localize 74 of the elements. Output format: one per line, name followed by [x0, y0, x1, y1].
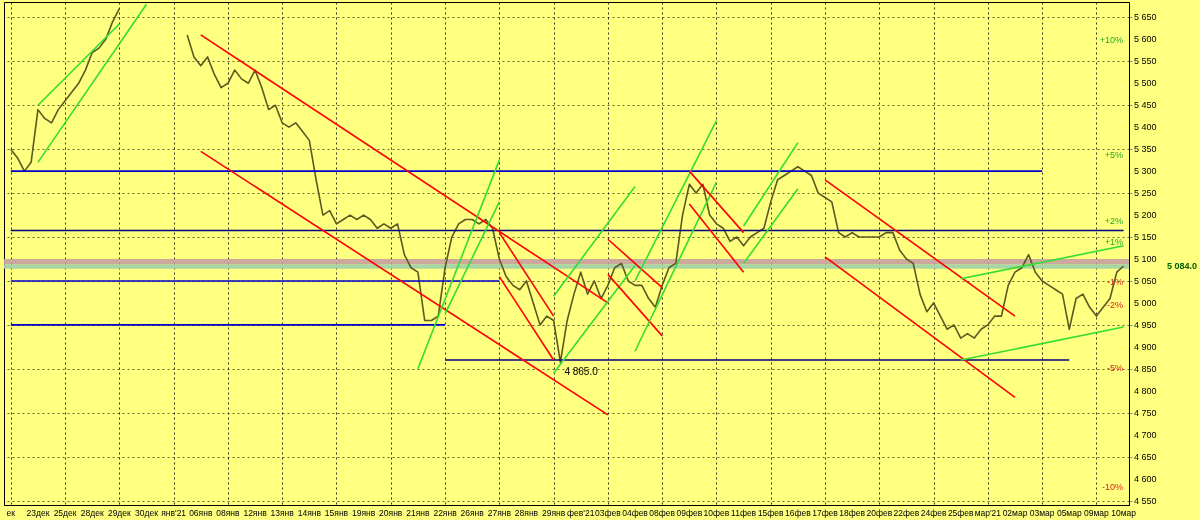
y-tick-label: 4 550 — [1134, 495, 1157, 506]
x-tick-label: 27янв — [487, 508, 512, 518]
x-tick-label: 29дек — [107, 508, 132, 518]
x-tick-label: 10фев — [703, 508, 730, 518]
y-tick-label: 5 300 — [1134, 166, 1157, 177]
annotation: +5% — [1104, 150, 1123, 161]
annotation: -2% — [1106, 300, 1123, 311]
y-tick-label: 5 600 — [1134, 34, 1157, 45]
y-tick-label: 4 650 — [1134, 451, 1157, 462]
x-tick-label: 28дек — [80, 508, 104, 518]
x-tick-label: ек — [6, 508, 16, 518]
x-tick-label: 14янв — [297, 508, 322, 518]
x-tick-label: 23дек — [26, 508, 50, 518]
x-tick-label: 17фев — [812, 508, 839, 518]
x-tick-label: 15фев — [757, 508, 785, 518]
y-tick-label: 5 450 — [1134, 100, 1157, 111]
x-tick-label: 29янв — [541, 508, 566, 518]
y-tick-label: 4 600 — [1134, 473, 1157, 484]
x-tick-label: 02мар — [1002, 508, 1028, 518]
y-tick-label: 5 200 — [1134, 210, 1157, 221]
x-tick-label: 26янв — [460, 508, 485, 518]
annotation: -5% — [1106, 362, 1123, 373]
y-tick-label: 5 050 — [1134, 275, 1157, 286]
y-tick-label: 5 100 — [1134, 253, 1157, 264]
annotation: +2% — [1104, 215, 1123, 226]
x-tick-label: 16фев — [785, 508, 812, 518]
x-tick-label: 21янв — [406, 508, 431, 518]
text: 5 084.0 — [1167, 261, 1198, 272]
x-tick-label: 30дек — [135, 508, 159, 518]
x-tick-label: 03мар — [1029, 508, 1055, 518]
y-tick-label: 4 950 — [1134, 319, 1157, 330]
y-tick-label: 4 900 — [1134, 341, 1157, 352]
x-tick-label: 09мар — [1084, 508, 1110, 518]
x-tick-label: 05мар — [1056, 508, 1082, 518]
y-tick-label: 4 750 — [1134, 407, 1157, 418]
x-tick-label: 08фев — [649, 508, 676, 518]
x-tick-label: 12янв — [243, 508, 268, 518]
annotation: -10% — [1101, 482, 1123, 493]
x-tick-label: 24фев — [920, 508, 947, 518]
y-tick-label: 5 500 — [1134, 78, 1157, 89]
annotation: 4 865.0 — [564, 366, 599, 378]
x-tick-label: 19янв — [351, 508, 376, 518]
x-tick-label: 09фев — [676, 508, 703, 518]
x-tick-label: 22фев — [893, 508, 920, 518]
x-tick-label: 08янв — [216, 508, 241, 518]
x-tick-label: 11фев — [731, 508, 757, 518]
x-tick-label: фев'21 — [567, 508, 595, 518]
x-tick-label: мар'21 — [974, 508, 1002, 518]
x-tick-label: 10мар — [1111, 508, 1137, 518]
y-tick-label: 4 700 — [1134, 429, 1157, 440]
x-tick-label: 22янв — [433, 508, 458, 518]
x-tick-label: 06янв — [189, 508, 213, 518]
y-tick-label: 5 350 — [1134, 144, 1157, 155]
annotation: +10% — [1099, 34, 1123, 45]
annotation: +1% — [1104, 237, 1123, 248]
x-tick-label: 13янв — [270, 508, 295, 518]
y-tick-label: 4 800 — [1134, 385, 1157, 396]
x-tick-label: 18фев — [839, 508, 866, 518]
y-tick-label: 5 400 — [1134, 122, 1157, 133]
y-tick-label: 5 000 — [1134, 297, 1157, 308]
y-tick-label: 5 650 — [1134, 12, 1157, 23]
y-tick-label: 4 850 — [1134, 363, 1157, 374]
x-tick-label: 28янв — [514, 508, 539, 518]
x-tick-label: 25дек — [53, 508, 77, 518]
y-tick-label: 5 150 — [1134, 232, 1157, 243]
x-tick-label: 20фев — [866, 508, 893, 518]
x-tick-label: 04фев — [622, 508, 649, 518]
x-tick-label: 20янв — [379, 508, 403, 518]
x-tick-label: 03фев — [595, 508, 622, 518]
y-tick-label: 5 250 — [1134, 188, 1157, 199]
y-tick-label: 5 550 — [1134, 56, 1157, 67]
x-tick-label: 15янв — [324, 508, 349, 518]
x-tick-label: янв'21 — [161, 508, 187, 518]
x-tick-label: 25фев — [947, 508, 975, 518]
